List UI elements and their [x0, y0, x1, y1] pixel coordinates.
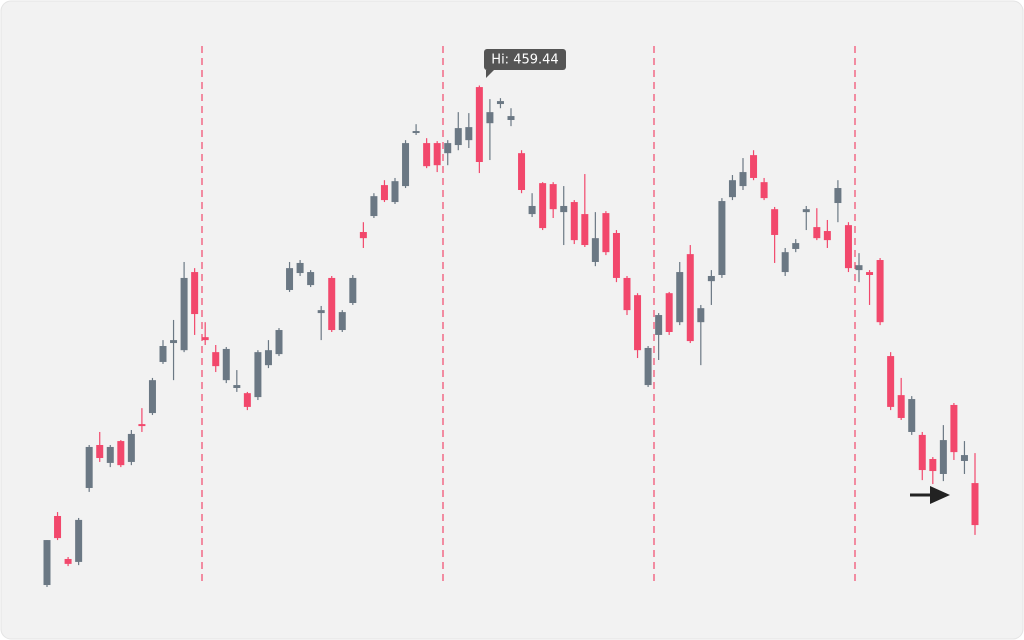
candle-body: [686, 254, 694, 342]
candle-body: [465, 127, 473, 141]
candle-body: [697, 308, 705, 323]
candle-body: [349, 277, 357, 304]
candle-body: [802, 209, 810, 213]
candle-body: [296, 262, 304, 274]
candle-body: [444, 143, 452, 154]
candle-body: [43, 540, 51, 586]
candle-body: [897, 395, 905, 418]
candle-body: [138, 424, 146, 427]
session-dividers: [201, 46, 856, 584]
candle-body: [254, 352, 262, 398]
arrow: [910, 486, 950, 504]
candle-body: [243, 393, 251, 407]
candle-body: [728, 180, 736, 198]
candle-body: [581, 214, 589, 246]
candle-body: [286, 268, 294, 290]
candle-body: [96, 444, 104, 459]
candle-body: [380, 185, 388, 201]
candle-body: [760, 182, 768, 199]
candle-body: [623, 277, 631, 311]
tooltip: Hi: 459.44: [484, 49, 566, 78]
candle-body: [834, 188, 842, 204]
candle-body: [844, 225, 852, 269]
candle-body: [570, 202, 578, 241]
candle-body: [739, 172, 747, 187]
candle-body: [602, 213, 610, 253]
tooltip-box: [484, 49, 566, 70]
candle-body: [750, 155, 758, 178]
candle-body: [939, 440, 947, 474]
candle-body: [718, 201, 726, 276]
candle-body: [233, 385, 241, 389]
candle-body: [676, 272, 684, 323]
candle-body: [792, 243, 800, 249]
candle-body: [75, 519, 83, 562]
candle-body: [359, 232, 367, 239]
candle-body: [159, 345, 167, 362]
candle-body: [127, 433, 135, 462]
candle-body: [612, 232, 620, 278]
candle-body: [591, 238, 599, 262]
candle-body: [117, 441, 125, 466]
candle-body: [454, 128, 462, 146]
candle-body: [549, 184, 557, 210]
candle-body: [771, 209, 779, 235]
candle-body: [486, 112, 494, 124]
candle-body: [317, 310, 325, 314]
candle-body: [496, 101, 504, 105]
candle-body: [539, 183, 547, 229]
candle-body: [866, 272, 874, 276]
arrow-head: [930, 486, 950, 504]
candle-body: [201, 337, 209, 341]
candle-body: [423, 143, 431, 167]
candle-body: [665, 293, 673, 332]
candle-body: [307, 272, 315, 286]
candle-body: [813, 227, 821, 239]
candle-body: [402, 143, 410, 187]
candle-body: [222, 348, 230, 381]
candle-body: [876, 260, 884, 323]
candle-body: [412, 131, 420, 134]
tooltip-text: Hi: 459.44: [491, 53, 558, 68]
candle-body: [781, 252, 789, 273]
candle-body: [634, 295, 642, 351]
candle-body: [707, 275, 715, 282]
tooltip-pointer: [486, 70, 494, 78]
candle-body: [106, 446, 114, 463]
candle-body: [54, 515, 62, 539]
candle-body: [908, 399, 916, 432]
candle-body: [528, 205, 536, 215]
candle-body: [475, 87, 483, 163]
candle-body: [170, 340, 178, 344]
candle-body: [644, 347, 652, 386]
candle-body: [971, 483, 979, 526]
candle-body: [950, 404, 958, 453]
candles: [43, 85, 979, 587]
candle-body: [85, 446, 93, 488]
candle-body: [64, 558, 72, 564]
candle-body: [212, 352, 220, 367]
candle-body: [823, 231, 831, 241]
candle-body: [655, 315, 663, 335]
candle-body: [191, 272, 199, 315]
candle-body: [148, 380, 156, 414]
candle-body: [855, 265, 863, 271]
candle-body: [507, 116, 515, 120]
candle-body: [887, 356, 895, 407]
candle-body: [433, 143, 441, 166]
candle-body: [338, 312, 346, 331]
candle-body: [560, 205, 568, 213]
candle-body: [370, 196, 378, 217]
candle-body: [918, 434, 926, 471]
candle-body: [518, 153, 526, 191]
candle-body: [960, 455, 968, 461]
candle-body: [180, 277, 188, 351]
candle-body: [264, 350, 272, 366]
candle-body: [929, 458, 937, 472]
candle-body: [391, 181, 399, 203]
candle-body: [328, 277, 336, 331]
candle-body: [275, 330, 283, 355]
